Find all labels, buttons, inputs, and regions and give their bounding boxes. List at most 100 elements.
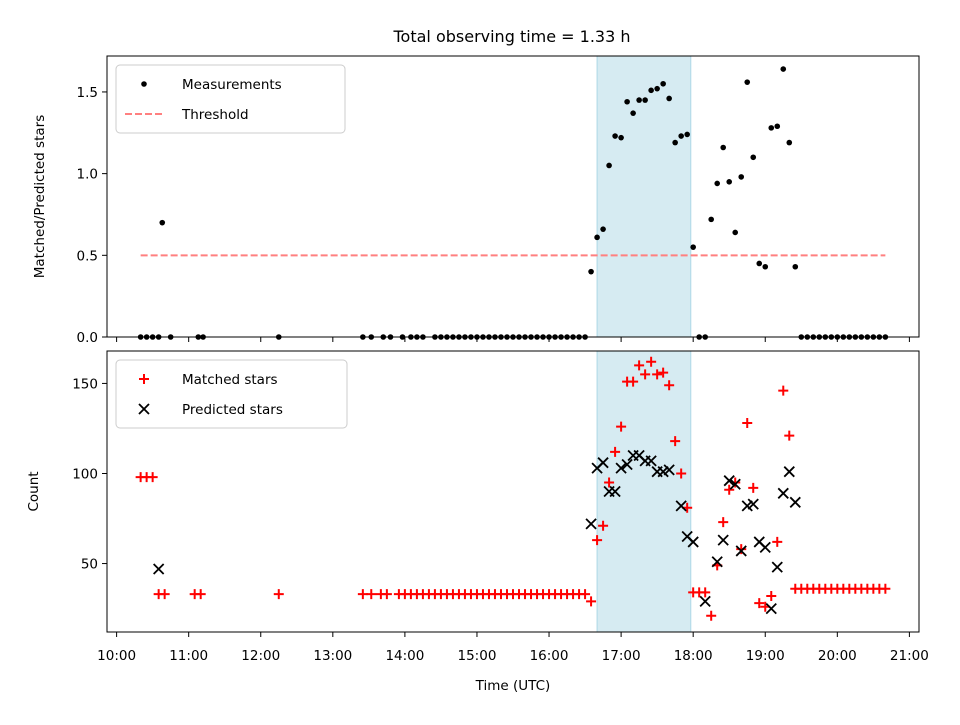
data-point — [774, 123, 781, 130]
data-point — [600, 226, 606, 232]
legend-swatch — [139, 374, 149, 384]
series-predicted-stars — [153, 449, 801, 615]
data-point — [765, 602, 777, 615]
data-point — [664, 380, 675, 391]
data-point — [675, 500, 687, 512]
y-axis-label: Matched/Predicted stars — [32, 115, 48, 278]
x-tick-label: 19:00 — [746, 648, 785, 664]
legend-label: Predicted stars — [182, 402, 283, 418]
data-point — [615, 462, 627, 474]
data-point — [738, 174, 745, 180]
data-point — [750, 154, 757, 161]
data-point — [616, 421, 627, 432]
data-point — [672, 139, 678, 146]
data-point — [612, 133, 618, 139]
data-point — [666, 95, 672, 102]
x-tick-label: 10:00 — [97, 648, 136, 664]
y-tick-label: 0.0 — [77, 330, 98, 346]
data-point — [621, 458, 633, 471]
data-point — [628, 376, 639, 387]
data-point — [786, 139, 793, 146]
data-point — [744, 79, 751, 85]
data-point — [717, 534, 729, 546]
data-point — [586, 596, 597, 607]
data-point — [687, 536, 699, 548]
x-tick-label: 21:00 — [890, 648, 929, 664]
data-point — [706, 610, 717, 621]
data-point — [648, 87, 654, 94]
x-tick-label: 13:00 — [313, 648, 352, 664]
data-point — [159, 219, 166, 226]
data-point — [720, 144, 727, 151]
data-point — [700, 587, 711, 598]
data-point — [636, 97, 642, 103]
data-point — [792, 263, 799, 270]
legend: Measurements Threshold — [115, 64, 346, 134]
y-tick-label: 1.5 — [77, 85, 98, 101]
data-point — [789, 496, 801, 508]
data-point — [735, 545, 747, 557]
data-point — [660, 80, 666, 87]
data-point — [594, 234, 600, 241]
data-point — [784, 430, 795, 441]
data-point — [634, 360, 645, 371]
data-point — [684, 131, 690, 138]
observing-window-span — [596, 350, 692, 633]
data-point — [195, 589, 206, 600]
data-point — [592, 535, 603, 546]
data-point — [147, 472, 158, 483]
data-point — [747, 498, 759, 510]
data-point — [759, 541, 771, 553]
legend-label: Threshold — [181, 107, 249, 123]
data-point — [678, 133, 684, 139]
x-tick-label: 11:00 — [169, 648, 208, 664]
x-tick-label: 14:00 — [385, 648, 424, 664]
data-point — [777, 487, 789, 499]
y-tick-label: 1.0 — [77, 167, 98, 183]
data-point — [598, 520, 609, 531]
data-point — [366, 589, 377, 600]
data-point — [588, 268, 594, 275]
data-point — [748, 482, 759, 493]
data-point — [153, 563, 165, 575]
data-point — [714, 180, 721, 187]
data-point — [690, 244, 696, 250]
data-point — [732, 229, 739, 236]
data-point — [663, 464, 675, 476]
data-point — [780, 66, 787, 72]
data-point — [604, 477, 615, 488]
y-tick-label: 50 — [81, 557, 98, 573]
y-axis-label: Count — [26, 471, 42, 511]
data-point — [597, 457, 609, 469]
data-point — [756, 260, 763, 267]
x-tick-label: 12:00 — [241, 648, 280, 664]
data-point — [762, 263, 769, 270]
legend-swatch — [138, 403, 150, 415]
data-point — [676, 468, 687, 479]
data-point — [724, 484, 735, 495]
data-point — [357, 589, 368, 600]
legend-label: Measurements — [182, 77, 282, 93]
x-tick-label: 15:00 — [458, 648, 497, 664]
legend-box — [115, 359, 348, 429]
data-point — [273, 589, 284, 600]
data-point — [624, 98, 630, 105]
data-point — [778, 385, 789, 396]
data-point — [618, 134, 624, 141]
legend-swatch — [141, 81, 147, 87]
data-point — [381, 589, 392, 600]
data-point — [708, 216, 714, 223]
figure-title: Total observing time = 1.33 h — [392, 27, 630, 46]
data-point — [736, 544, 747, 555]
data-point — [766, 590, 777, 601]
data-point — [630, 110, 636, 116]
data-point — [670, 436, 681, 447]
data-point — [754, 598, 765, 609]
x-tick-label: 18:00 — [674, 648, 713, 664]
x-tick-label: 17:00 — [602, 648, 641, 664]
data-point — [654, 85, 660, 92]
data-point — [606, 162, 612, 169]
legend-box — [115, 64, 346, 134]
legend-label: Matched stars — [182, 372, 278, 388]
